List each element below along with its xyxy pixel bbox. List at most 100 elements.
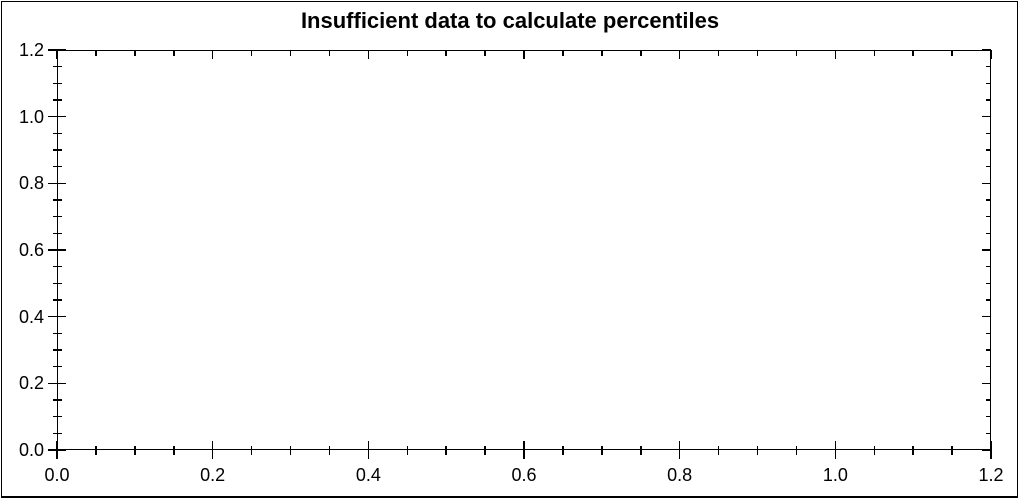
y-minor-tick xyxy=(52,332,62,335)
x-major-tick-top xyxy=(56,50,58,59)
x-minor-tick-top xyxy=(445,50,447,56)
x-minor-tick xyxy=(445,445,447,455)
x-minor-tick-top xyxy=(912,50,914,56)
y-axis-tick-label: 0.4 xyxy=(18,306,44,327)
x-major-tick-top xyxy=(523,50,525,59)
y-axis-tick-label: 0.0 xyxy=(18,440,44,460)
y-minor-tick xyxy=(52,415,62,418)
x-major-tick xyxy=(367,441,370,459)
x-major-tick xyxy=(678,441,681,459)
y-minor-tick-right xyxy=(985,199,991,201)
y-minor-tick xyxy=(52,82,62,85)
x-minor-tick xyxy=(328,445,331,455)
x-major-tick-top xyxy=(211,50,214,59)
y-minor-tick-right xyxy=(985,399,991,401)
plot-area xyxy=(57,50,991,450)
x-axis-tick-label: 0.4 xyxy=(355,465,381,485)
y-minor-tick-right xyxy=(985,365,991,368)
x-minor-tick xyxy=(173,445,175,455)
y-major-tick-right xyxy=(982,249,991,251)
y-minor-tick xyxy=(52,215,62,218)
x-minor-tick-top xyxy=(250,50,253,56)
x-minor-tick xyxy=(289,445,292,455)
x-minor-tick-top xyxy=(173,50,175,56)
x-minor-tick-top xyxy=(795,50,798,56)
x-major-tick-top xyxy=(678,50,681,59)
y-minor-tick xyxy=(52,282,62,285)
x-minor-tick-top xyxy=(562,50,564,56)
x-axis-tick-label: 0.0 xyxy=(44,465,70,485)
y-axis-tick-label: 0.2 xyxy=(18,373,44,394)
x-minor-tick-top xyxy=(134,50,136,56)
y-major-tick-right xyxy=(982,182,991,185)
y-minor-tick-right xyxy=(985,415,991,418)
x-minor-tick-top xyxy=(328,50,331,56)
y-minor-tick-right xyxy=(985,299,991,301)
y-axis-tick-label: 0.6 xyxy=(18,240,44,260)
y-minor-tick xyxy=(52,132,62,135)
x-minor-tick-top xyxy=(640,50,642,56)
y-minor-tick xyxy=(52,399,62,401)
x-minor-tick xyxy=(717,445,720,455)
y-minor-tick-right xyxy=(985,149,991,151)
y-major-tick xyxy=(48,249,66,251)
y-minor-tick xyxy=(52,199,62,201)
y-minor-tick xyxy=(52,99,62,101)
x-major-tick-top xyxy=(990,50,992,59)
y-minor-tick xyxy=(52,432,62,435)
x-minor-tick-top xyxy=(95,50,97,56)
y-minor-tick-right xyxy=(985,215,991,218)
y-major-tick xyxy=(48,182,66,185)
y-minor-tick-right xyxy=(985,165,991,168)
x-minor-tick xyxy=(951,445,953,455)
x-major-tick xyxy=(523,441,525,459)
y-major-tick-right xyxy=(982,315,991,318)
x-minor-tick-top xyxy=(756,50,759,56)
y-axis-tick-label: 1.0 xyxy=(18,106,44,127)
x-axis-tick-label: 0.6 xyxy=(511,465,537,485)
x-minor-tick xyxy=(912,445,914,455)
y-axis-tick-label: 0.8 xyxy=(18,173,44,194)
y-minor-tick xyxy=(52,232,62,235)
x-minor-tick-top xyxy=(406,50,408,56)
y-minor-tick-right xyxy=(985,282,991,285)
y-major-tick xyxy=(48,382,66,385)
y-minor-tick xyxy=(52,299,62,301)
y-minor-tick xyxy=(52,365,62,368)
y-minor-tick-right xyxy=(985,99,991,101)
y-major-tick xyxy=(48,115,66,118)
y-minor-tick-right xyxy=(985,432,991,435)
x-axis-tick-label: 1.2 xyxy=(978,465,1004,485)
y-major-tick xyxy=(48,49,66,51)
x-major-tick-top xyxy=(834,50,837,59)
x-minor-tick xyxy=(406,445,408,455)
x-minor-tick xyxy=(134,445,136,455)
x-minor-tick xyxy=(795,445,798,455)
x-major-tick xyxy=(211,441,214,459)
y-minor-tick xyxy=(52,65,62,68)
x-minor-tick-top xyxy=(484,50,486,56)
x-minor-tick-top xyxy=(289,50,292,56)
y-minor-tick-right xyxy=(985,65,991,68)
x-minor-tick xyxy=(562,445,564,455)
y-major-tick xyxy=(48,315,66,318)
x-minor-tick xyxy=(484,445,486,455)
y-minor-tick-right xyxy=(985,82,991,85)
x-minor-tick-top xyxy=(951,50,953,56)
y-minor-tick xyxy=(52,265,62,268)
y-minor-tick-right xyxy=(985,332,991,335)
y-minor-tick-right xyxy=(985,132,991,135)
x-minor-tick xyxy=(640,445,642,455)
x-minor-tick-top xyxy=(873,50,875,56)
y-major-tick-right xyxy=(982,449,991,451)
x-minor-tick xyxy=(95,445,97,455)
y-minor-tick-right xyxy=(985,265,991,268)
x-minor-tick xyxy=(250,445,253,455)
x-minor-tick xyxy=(601,445,603,455)
y-minor-tick xyxy=(52,165,62,168)
y-major-tick xyxy=(48,449,66,451)
y-minor-tick xyxy=(52,349,62,351)
y-major-tick-right xyxy=(982,382,991,385)
